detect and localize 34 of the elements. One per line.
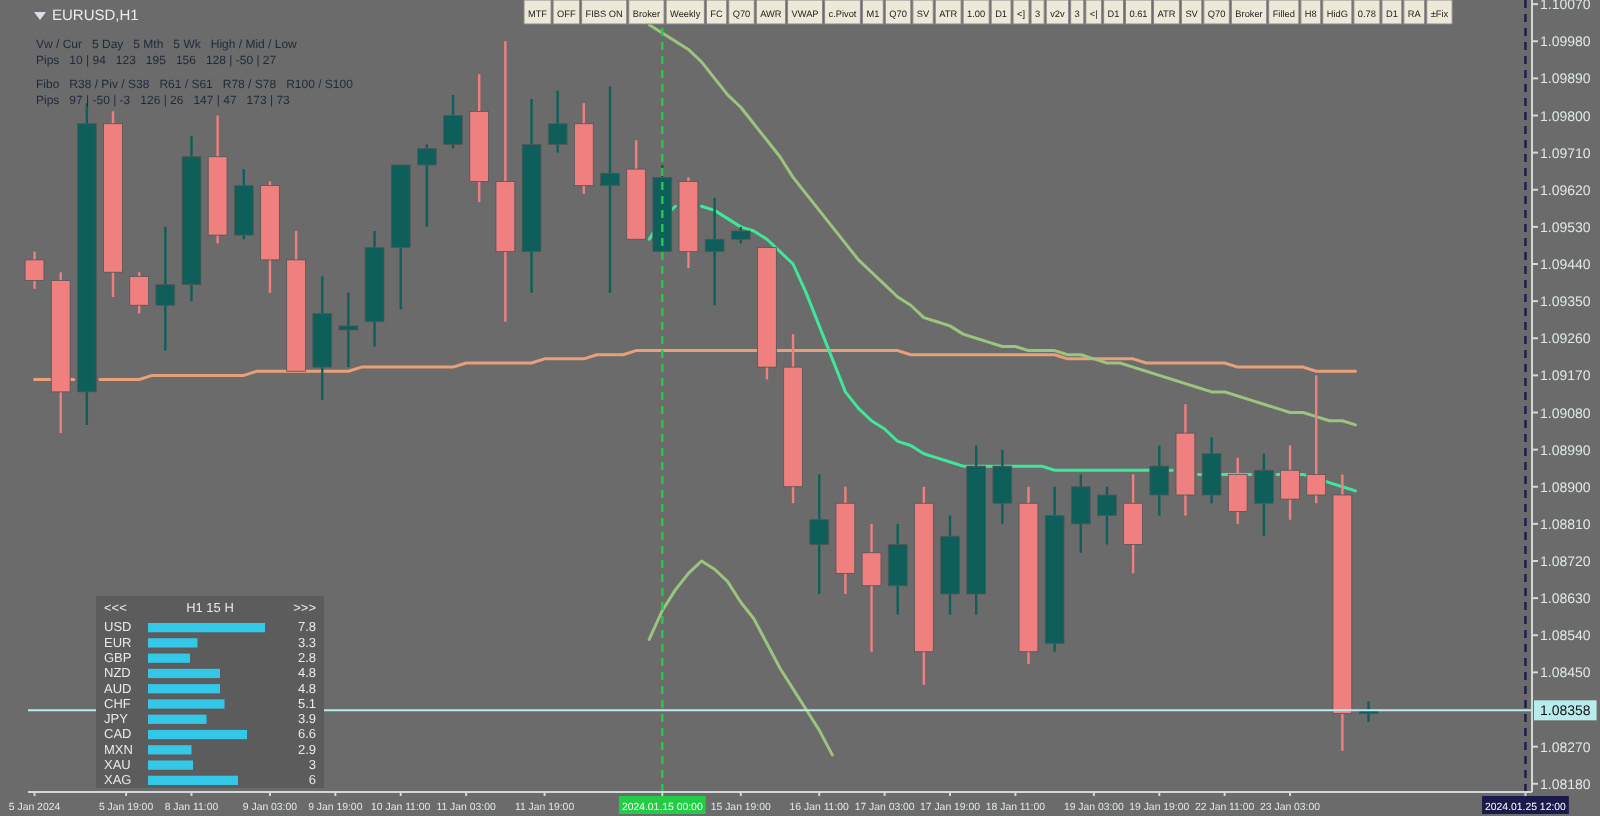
candlestick <box>1149 444 1170 517</box>
candlestick <box>1070 473 1091 554</box>
bar <box>148 760 193 770</box>
candlestick <box>443 93 463 150</box>
candlestick <box>155 225 176 352</box>
candlestick <box>861 522 882 653</box>
candlestick <box>1306 374 1327 505</box>
bar <box>148 684 220 694</box>
bar <box>148 653 190 663</box>
candlestick <box>338 291 359 369</box>
candlestick <box>24 250 45 290</box>
candlestick <box>809 473 830 596</box>
bar <box>148 699 225 709</box>
bar <box>148 745 192 755</box>
candlestick <box>1201 436 1222 505</box>
line-series <box>647 559 834 757</box>
candlestick <box>417 143 437 229</box>
bar <box>148 714 207 724</box>
candlestick <box>1097 485 1117 546</box>
candlestick <box>1227 456 1248 526</box>
bar <box>148 729 247 740</box>
candlestick <box>547 89 568 154</box>
candlestick <box>1254 452 1274 538</box>
candlestick <box>992 448 1013 526</box>
candlestick <box>704 196 725 307</box>
candlestick <box>1123 473 1143 575</box>
bar <box>148 623 265 633</box>
candlestick <box>1280 444 1300 521</box>
candlestick <box>887 522 908 616</box>
bar <box>148 638 198 648</box>
candlestick <box>600 85 620 295</box>
bar <box>148 775 238 785</box>
bar <box>148 668 220 679</box>
candlestick <box>129 271 149 315</box>
